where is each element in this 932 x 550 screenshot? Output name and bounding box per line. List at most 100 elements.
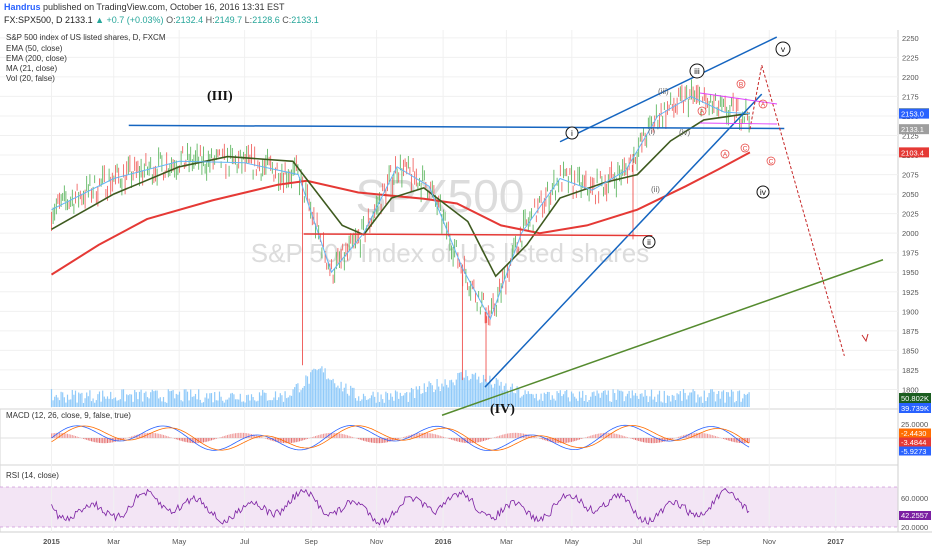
wave-label-iii-small: (iii) <box>658 87 669 96</box>
macd-tag <box>899 437 931 447</box>
wedge-lower <box>699 122 778 125</box>
price-tag-label: 2103.4 <box>901 148 924 157</box>
time-tick-label: Sep <box>697 537 710 546</box>
time-tick-label: May <box>565 537 579 546</box>
publish-date: published on TradingView.com, October 16… <box>43 2 285 12</box>
time-tick-label: Jul <box>240 537 250 546</box>
trendline-4 <box>441 259 884 416</box>
volume-area <box>50 366 750 407</box>
time-tick-label: Nov <box>370 537 384 546</box>
svg-text:iv: iv <box>760 187 767 197</box>
volume-tag-label: 39.739K <box>901 404 929 413</box>
price-tick-label: 1875 <box>902 327 919 336</box>
time-tick-label: May <box>172 537 186 546</box>
trendlines <box>128 36 884 416</box>
abc-label-B: B <box>736 79 746 89</box>
abc-label-B2: C <box>740 143 750 153</box>
elliott-wave-labels: (III) (IV) (iii) (iv) (ii) (i) i ii iii … <box>207 41 791 417</box>
low-label: L: <box>244 15 253 25</box>
svg-text:C: C <box>769 159 774 166</box>
macd-tag <box>899 428 931 438</box>
legend-macd[interactable]: MACD (12, 26, close, 9, false, true) <box>6 411 131 420</box>
rsi-tick-label: 60.0000 <box>901 494 928 503</box>
price-axis[interactable]: 2250222522002175215021252100207520502025… <box>902 34 919 395</box>
macd-tag-label: -2.4430 <box>901 429 926 438</box>
close-value: 2133.1 <box>291 15 319 25</box>
wave-label-IV: (IV) <box>490 402 515 417</box>
indicator-lines <box>50 95 751 321</box>
svg-text:iii: iii <box>694 66 700 76</box>
time-tick-label: Sep <box>304 537 317 546</box>
price-tick-label: 2225 <box>902 53 919 62</box>
wave-label-III: (III) <box>207 89 233 104</box>
wave-label-ii-small: (ii) <box>651 185 660 194</box>
abc-label-C: A <box>720 149 730 159</box>
price-tick-label: 2175 <box>902 92 919 101</box>
abc-label-A: A <box>697 106 707 116</box>
price-pane[interactable] <box>0 30 898 409</box>
price-tick-label: 1975 <box>902 249 919 258</box>
price-tick-label: 2025 <box>902 210 919 219</box>
volume-tag <box>899 393 931 403</box>
symbol-ohlc-line: FX:SPX500, D 2133.1 ▲ +0.7 (+0.03%) O:21… <box>4 15 319 25</box>
price-tick-label: 2050 <box>902 190 919 199</box>
wave-circle-ii: ii <box>642 235 656 249</box>
projection-5 <box>749 65 763 130</box>
svg-text:i: i <box>571 128 573 138</box>
svg-text:B: B <box>739 82 743 89</box>
macd-tick-label: 25.0000 <box>901 420 928 429</box>
time-axis[interactable]: 2015 Mar May Jul Sep Nov 2016 Mar May Jul Sep Nov 20… <box>43 537 844 546</box>
legend-ema50[interactable]: EMA (50, close) <box>6 44 63 53</box>
price-tick-label: 1950 <box>902 268 919 277</box>
wave-label-iv-small: (iv) <box>679 128 690 137</box>
rsi-plot <box>0 486 898 528</box>
projection-6 <box>761 65 845 356</box>
price-tick-label: 1825 <box>902 366 919 375</box>
wedge-upper <box>699 92 778 105</box>
time-tick-label: 2015 <box>43 537 60 546</box>
svg-text:A: A <box>761 102 766 109</box>
price-tick-label: 1925 <box>902 288 919 297</box>
price-tick-label: 2250 <box>902 34 919 43</box>
publish-info: Handrus published on TradingView.com, Oc… <box>4 2 285 12</box>
price-tick-label: 2000 <box>902 229 919 238</box>
grid <box>0 30 898 532</box>
price-tag <box>899 147 929 158</box>
wave-circle-v: v <box>775 41 791 57</box>
svg-text:A: A <box>700 109 705 116</box>
legend-rsi[interactable]: RSI (14, close) <box>6 471 59 480</box>
rsi-band <box>0 487 898 527</box>
macd-tag <box>899 446 931 456</box>
time-tick-label: 2016 <box>435 537 452 546</box>
price-tick-label: 1900 <box>902 307 919 316</box>
price-tag-label: 2153.0 <box>901 110 924 119</box>
rsi-line <box>51 487 750 526</box>
wave-circle-iv: iv <box>756 185 770 199</box>
time-tick-label: Mar <box>107 537 120 546</box>
price-change: ▲ +0.7 (+0.03%) <box>95 15 164 25</box>
price-tick-label: 1800 <box>902 385 919 394</box>
volume-tag-label: 50.802K <box>901 394 929 403</box>
legend-ema200[interactable]: EMA (200, close) <box>6 54 67 63</box>
symbol-name[interactable]: FX:SPX500, D <box>4 15 63 25</box>
series-line-ma-21-close- <box>51 95 750 321</box>
legend-vol[interactable]: Vol (20, false) <box>6 74 55 83</box>
price-tag <box>899 124 929 135</box>
macd-signal-line <box>51 425 750 451</box>
author-link[interactable]: Handrus <box>4 2 41 12</box>
svg-text:ii: ii <box>647 237 651 247</box>
open-value: 2132.4 <box>175 15 204 25</box>
time-tick-label: Nov <box>763 537 777 546</box>
svg-text:v: v <box>781 44 786 54</box>
rsi-tick-label: 20.0000 <box>901 523 928 532</box>
legend: S&P 500 index of US listed shares, D, FX… <box>6 33 166 480</box>
legend-ma21[interactable]: MA (21, close) <box>6 64 57 73</box>
wave-circle-iii: iii <box>689 63 705 79</box>
price-tick-label: 1850 <box>902 346 919 355</box>
wave-circle-i: i <box>565 126 579 140</box>
macd-plot <box>0 424 898 451</box>
svg-text:A: A <box>723 152 728 159</box>
high-label: H: <box>205 15 215 25</box>
